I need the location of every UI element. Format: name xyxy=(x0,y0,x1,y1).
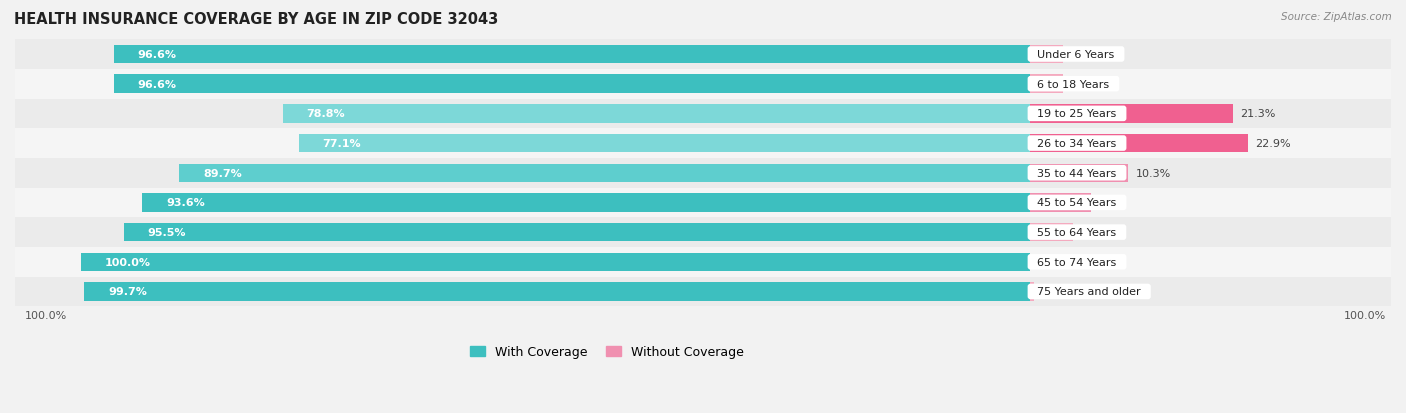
Bar xyxy=(1031,105,1233,123)
Text: 0.0%: 0.0% xyxy=(1038,257,1066,267)
Text: 0.34%: 0.34% xyxy=(1042,287,1077,297)
Text: 95.5%: 95.5% xyxy=(148,228,187,237)
Bar xyxy=(15,129,1391,159)
Bar xyxy=(15,218,1391,247)
Text: 77.1%: 77.1% xyxy=(322,139,361,149)
Text: 19 to 25 Years: 19 to 25 Years xyxy=(1031,109,1123,119)
Text: 65 to 74 Years: 65 to 74 Years xyxy=(1031,257,1123,267)
Bar xyxy=(124,223,1031,242)
Bar xyxy=(1031,282,1033,301)
Text: 100.0%: 100.0% xyxy=(24,310,66,320)
Bar xyxy=(15,70,1391,99)
Bar xyxy=(1031,75,1063,94)
Bar xyxy=(15,188,1391,218)
Text: 75 Years and older: 75 Years and older xyxy=(1031,287,1149,297)
Text: 21.3%: 21.3% xyxy=(1240,109,1275,119)
Text: 89.7%: 89.7% xyxy=(202,169,242,178)
Text: 22.9%: 22.9% xyxy=(1256,139,1291,149)
Text: Source: ZipAtlas.com: Source: ZipAtlas.com xyxy=(1281,12,1392,22)
Text: 96.6%: 96.6% xyxy=(138,79,176,90)
Bar xyxy=(1031,164,1128,183)
Text: 100.0%: 100.0% xyxy=(105,257,152,267)
Text: 10.3%: 10.3% xyxy=(1136,169,1171,178)
Text: 100.0%: 100.0% xyxy=(1344,310,1386,320)
Bar xyxy=(298,135,1031,153)
Bar xyxy=(1031,194,1091,212)
Bar xyxy=(142,194,1031,212)
Bar xyxy=(114,75,1031,94)
Bar xyxy=(15,159,1391,188)
Text: 45 to 54 Years: 45 to 54 Years xyxy=(1031,198,1123,208)
Bar xyxy=(114,46,1031,64)
Bar xyxy=(15,40,1391,70)
Bar xyxy=(1031,46,1063,64)
Bar xyxy=(283,105,1031,123)
Text: 55 to 64 Years: 55 to 64 Years xyxy=(1031,228,1123,237)
Text: 6 to 18 Years: 6 to 18 Years xyxy=(1031,79,1116,90)
Text: 3.4%: 3.4% xyxy=(1070,79,1098,90)
Bar xyxy=(1031,135,1247,153)
Text: 26 to 34 Years: 26 to 34 Years xyxy=(1031,139,1123,149)
Bar xyxy=(15,99,1391,129)
Legend: With Coverage, Without Coverage: With Coverage, Without Coverage xyxy=(464,341,749,363)
Text: 78.8%: 78.8% xyxy=(307,109,344,119)
Bar xyxy=(15,277,1391,306)
Text: 93.6%: 93.6% xyxy=(166,198,205,208)
Bar xyxy=(82,253,1031,271)
Bar xyxy=(179,164,1031,183)
Text: 99.7%: 99.7% xyxy=(108,287,146,297)
Text: 96.6%: 96.6% xyxy=(138,50,176,60)
Text: HEALTH INSURANCE COVERAGE BY AGE IN ZIP CODE 32043: HEALTH INSURANCE COVERAGE BY AGE IN ZIP … xyxy=(14,12,498,27)
Text: 35 to 44 Years: 35 to 44 Years xyxy=(1031,169,1123,178)
Bar xyxy=(15,247,1391,277)
Text: 3.4%: 3.4% xyxy=(1070,50,1098,60)
Text: Under 6 Years: Under 6 Years xyxy=(1031,50,1122,60)
Text: 4.5%: 4.5% xyxy=(1081,228,1109,237)
Text: 6.4%: 6.4% xyxy=(1098,198,1128,208)
Bar xyxy=(1031,223,1073,242)
Bar xyxy=(84,282,1031,301)
